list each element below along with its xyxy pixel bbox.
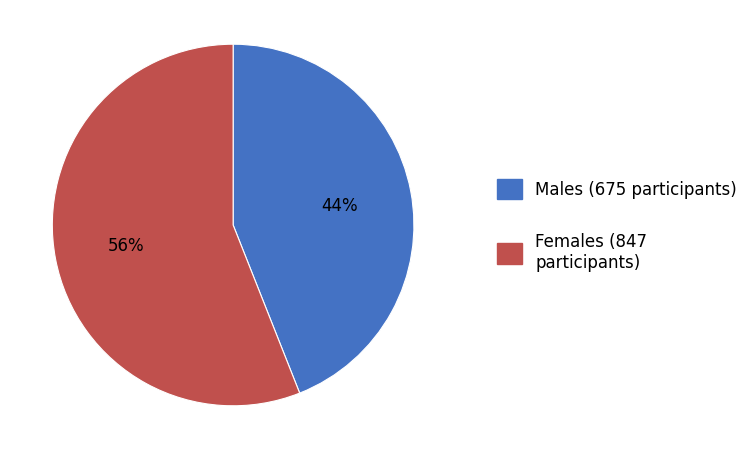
Wedge shape [233, 45, 414, 393]
Text: 56%: 56% [108, 237, 145, 255]
Legend: Males (675 participants), Females (847
participants): Males (675 participants), Females (847 p… [490, 173, 744, 278]
Text: 44%: 44% [321, 196, 358, 214]
Wedge shape [53, 45, 300, 406]
